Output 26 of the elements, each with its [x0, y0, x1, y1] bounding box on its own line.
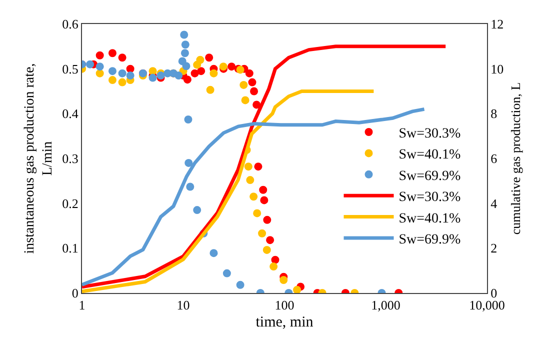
y2-tick-label: 8 [490, 106, 498, 122]
y2-tick-label: 4 [490, 196, 498, 211]
legend-label: Sw=40.1% [398, 148, 462, 163]
y-tick-label: 0.5 [62, 61, 78, 76]
x-tick-label: 10 [176, 298, 190, 313]
legend-label: Sw=40.1% [398, 211, 462, 226]
legend-label: Sw=69.9% [398, 168, 462, 184]
x-tick-label: 1 [78, 298, 86, 313]
legend-label: Sw=30.3% [398, 190, 462, 206]
y-tick-label: 0.3 [62, 151, 78, 166]
y2-axis-title: cumulative gas production, L [508, 82, 524, 235]
y2-tick-label: 6 [490, 151, 498, 166]
y-axis-title: instantaneous gas production rate, L/min [22, 63, 56, 254]
y2-tick-label: 10 [490, 61, 504, 76]
y2-tick-label: 12 [490, 16, 504, 32]
x-tick-label: 1,000 [371, 298, 400, 313]
legend-label: Sw=69.9% [398, 232, 462, 248]
y-tick-label: 0.1 [62, 240, 78, 256]
x-tick-label: 100 [274, 298, 294, 313]
y-tick-label: 0.6 [62, 16, 79, 32]
x-axis-title: time, min [256, 314, 314, 331]
y2-tick-label: 2 [490, 240, 498, 256]
y-tick-label: 0.4 [62, 106, 79, 122]
y-tick-label: 0 [72, 286, 78, 301]
legend-label: Sw=30.3% [398, 126, 462, 142]
y-tick-label: 0.2 [62, 196, 78, 211]
